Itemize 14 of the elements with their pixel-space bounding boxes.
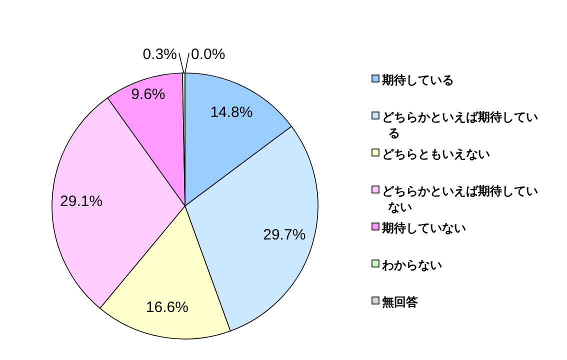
data-label: 0.3% [142, 46, 177, 63]
legend-label: 期待している [381, 73, 454, 87]
data-label: 16.6% [146, 299, 188, 316]
data-label: 14.8% [210, 104, 253, 122]
legend-label: 無回答 [381, 295, 419, 309]
data-label: 9.6% [131, 86, 166, 103]
data-label: 29.7% [263, 226, 306, 244]
text: 0.0% [191, 46, 226, 63]
legend-label: どちらかといえば期待している [382, 110, 538, 140]
legend-label: どちらともいえない [382, 147, 490, 161]
legend-label: 期待していない [381, 221, 466, 235]
legend-label: わからない [381, 258, 442, 272]
data-label: 29.1% [60, 193, 103, 210]
legend-label: どちらかといえば期待していない [382, 184, 538, 214]
